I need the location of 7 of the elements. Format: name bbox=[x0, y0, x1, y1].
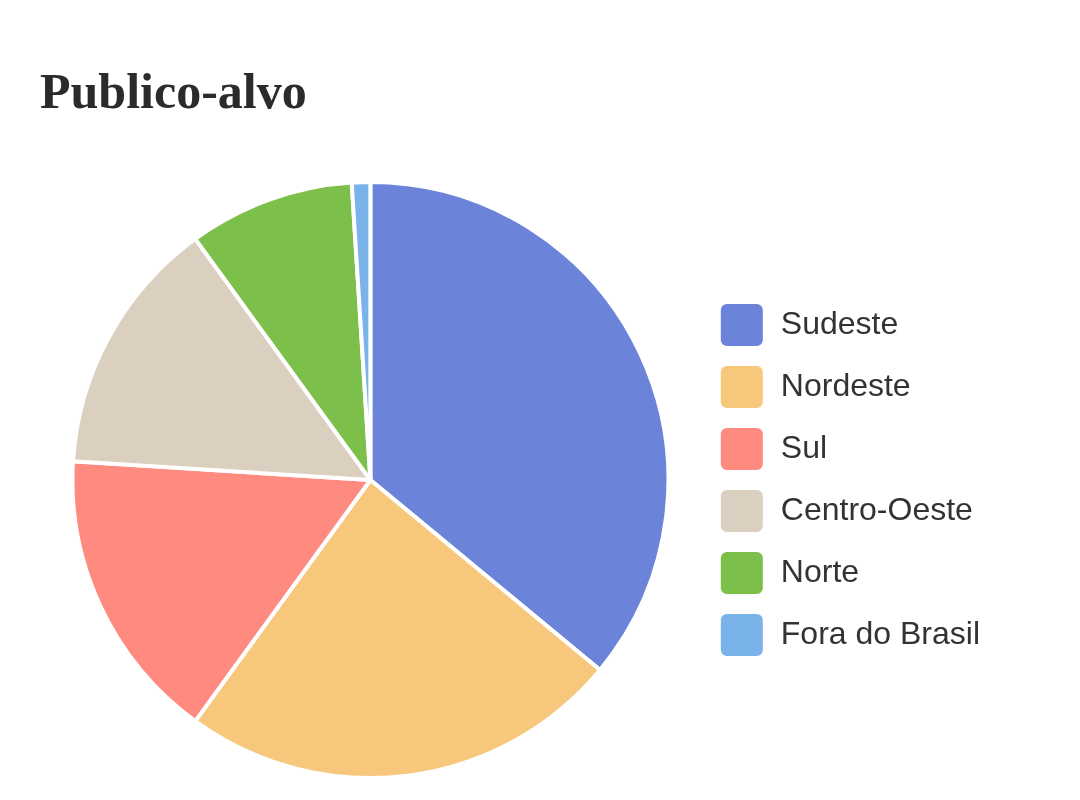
legend-label: Norte bbox=[780, 552, 860, 589]
legend-label: Centro-Oeste bbox=[780, 490, 973, 527]
legend-label: Sul bbox=[780, 428, 828, 465]
legend-label: Sudeste bbox=[780, 304, 899, 341]
legend-label: Nordeste bbox=[780, 366, 911, 403]
legend-label: Fora do Brasil bbox=[780, 614, 980, 651]
chart-title: Publico-alvo bbox=[40, 62, 307, 120]
